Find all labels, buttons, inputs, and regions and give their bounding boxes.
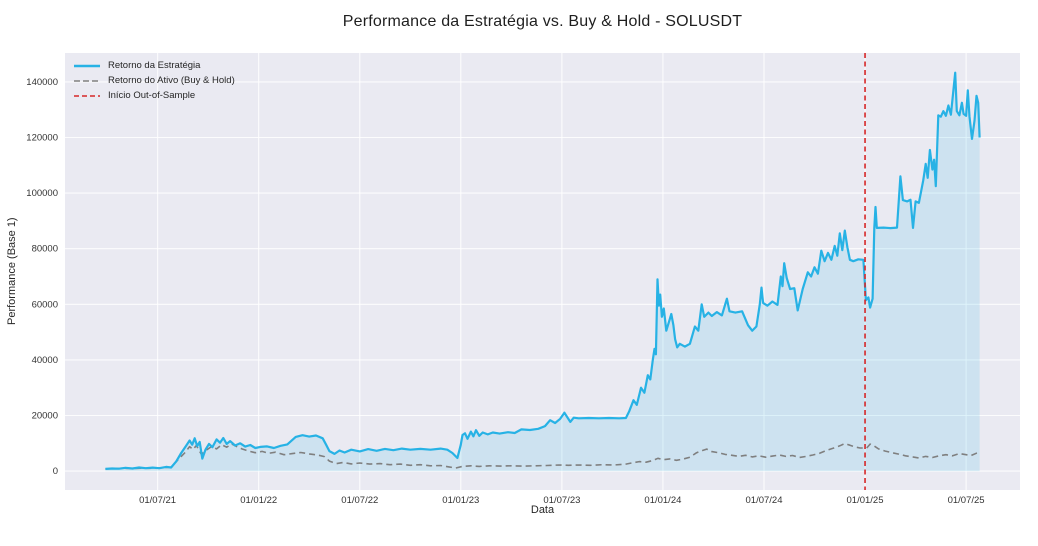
legend-item-oos: Início Out-of-Sample [74, 88, 235, 103]
x-tick-label: 01/07/25 [948, 495, 985, 506]
x-tick-label: 01/01/23 [442, 495, 479, 506]
strategy-area-fill [105, 72, 980, 472]
x-tick-label: 01/07/22 [341, 495, 378, 506]
y-tick-label: 0 [53, 466, 58, 477]
x-tick-label: 01/07/24 [746, 495, 783, 506]
strategy-line-swatch [74, 64, 100, 67]
x-tick-label: 01/01/24 [644, 495, 681, 506]
legend-label-buyhold: Retorno do Ativo (Buy & Hold) [108, 75, 235, 86]
y-tick-label: 20000 [32, 411, 58, 422]
x-tick-label: 01/01/22 [240, 495, 277, 506]
chart-title: Performance da Estratégia vs. Buy & Hold… [342, 13, 743, 30]
buyhold-line-swatch [74, 79, 100, 82]
legend-label-strategy: Retorno da Estratégia [108, 60, 201, 71]
oos-line-swatch [74, 94, 100, 97]
legend-label-oos: Início Out-of-Sample [108, 90, 196, 101]
y-tick-label: 120000 [26, 133, 58, 144]
y-tick-label: 140000 [26, 77, 58, 88]
strategy-line [105, 71, 981, 470]
plot-background [65, 53, 1020, 490]
y-tick-label: 100000 [26, 188, 58, 199]
legend: Retorno da Estratégia Retorno do Ativo (… [74, 58, 235, 103]
legend-item-strategy: Retorno da Estratégia [74, 58, 235, 73]
y-tick-label: 40000 [32, 355, 58, 366]
x-tick-label: 01/07/23 [543, 495, 580, 506]
y-tick-label: 80000 [32, 244, 58, 255]
legend-item-buyhold: Retorno do Ativo (Buy & Hold) [74, 73, 235, 88]
x-axis-label: Data [530, 504, 555, 516]
y-tick-label: 60000 [32, 299, 58, 310]
x-tick-label: 01/07/21 [139, 495, 176, 506]
x-tick-label: 01/01/25 [847, 495, 884, 506]
